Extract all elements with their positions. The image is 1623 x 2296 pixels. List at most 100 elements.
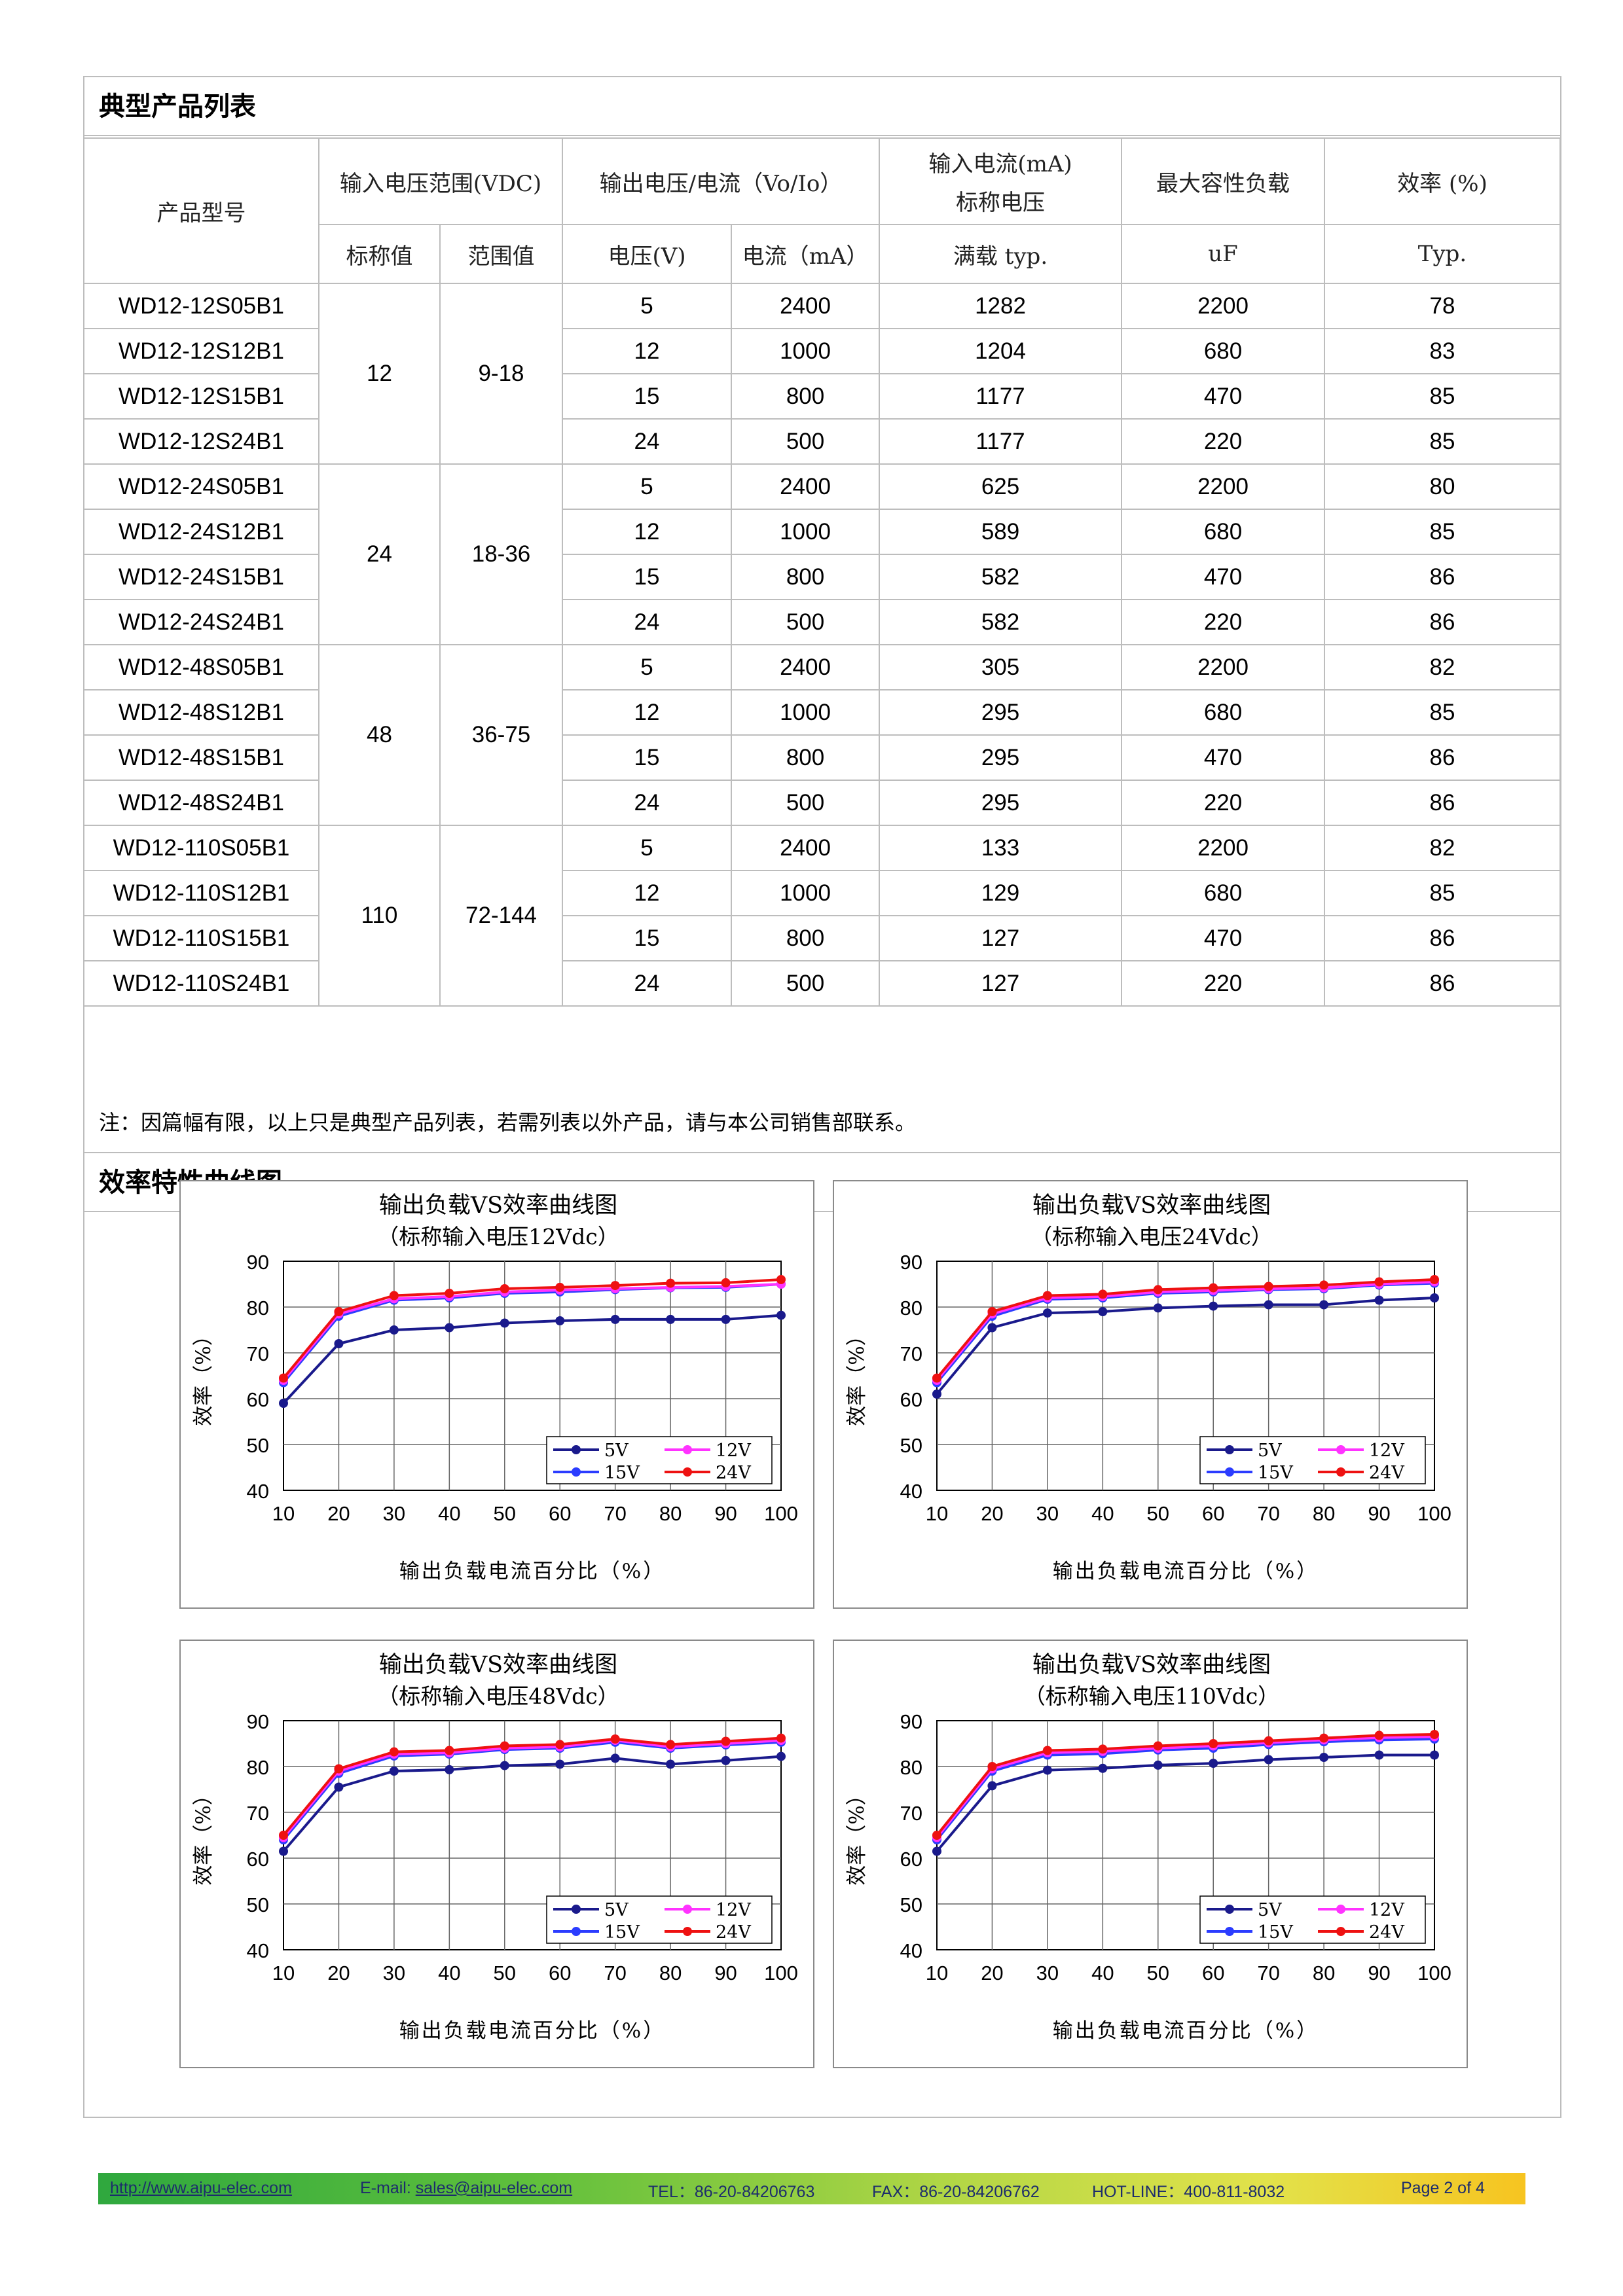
data-point-5V bbox=[500, 1318, 509, 1328]
header-max-cap: 最大容性负载 bbox=[1121, 137, 1326, 225]
data-point-5V bbox=[334, 1339, 344, 1348]
table-row: WD12-48S24B1 24 500 295 220 86 bbox=[84, 780, 1561, 826]
data-point-5V bbox=[610, 1753, 620, 1763]
header-voltage: 电压(V) bbox=[562, 224, 733, 284]
data-point-5V bbox=[1042, 1308, 1052, 1318]
data-point-5V bbox=[279, 1846, 288, 1856]
x-tick-label: 30 bbox=[1036, 1502, 1059, 1525]
y-tick-label: 50 bbox=[900, 1434, 922, 1457]
max-cap-cell: 470 bbox=[1121, 915, 1326, 961]
data-point-24V bbox=[610, 1734, 620, 1744]
y-axis-label: 效率（%） bbox=[845, 1325, 869, 1426]
footer-tel: TEL：86-20-84206763 bbox=[648, 2183, 815, 2201]
chart-title: 输出负载VS效率曲线图 bbox=[1032, 1193, 1271, 1219]
x-tick-label: 70 bbox=[604, 1962, 626, 1984]
data-point-24V bbox=[500, 1741, 509, 1751]
max-cap-cell: 220 bbox=[1121, 780, 1326, 826]
data-point-5V bbox=[500, 1761, 509, 1770]
data-point-5V bbox=[1209, 1759, 1218, 1768]
data-point-24V bbox=[776, 1733, 786, 1743]
table-row: WD12-110S12B1 12 1000 129 680 85 bbox=[84, 870, 1561, 916]
y-tick-label: 60 bbox=[900, 1848, 922, 1871]
model-cell: WD12-12S12B1 bbox=[84, 328, 319, 374]
output-voltage-cell: 5 bbox=[562, 463, 733, 510]
output-current-cell: 2400 bbox=[731, 825, 881, 871]
y-tick-label: 90 bbox=[247, 1251, 269, 1274]
x-tick-label: 20 bbox=[981, 1962, 1003, 1984]
chart-title: 输出负载VS效率曲线图 bbox=[379, 1193, 617, 1219]
x-tick-label: 40 bbox=[1091, 1502, 1114, 1525]
data-point-5V bbox=[1430, 1750, 1439, 1760]
data-point-5V bbox=[932, 1390, 941, 1399]
data-point-24V bbox=[666, 1740, 676, 1749]
x-tick-label: 60 bbox=[549, 1962, 571, 1984]
x-tick-label: 90 bbox=[714, 1502, 737, 1525]
footer-email-link[interactable]: sales@aipu-elec.com bbox=[415, 2179, 573, 2197]
data-point-5V bbox=[987, 1781, 997, 1791]
output-voltage-cell: 15 bbox=[562, 373, 733, 420]
x-tick-label: 100 bbox=[1417, 1962, 1451, 1984]
header-uf: uF bbox=[1121, 224, 1326, 284]
y-tick-label: 70 bbox=[900, 1802, 922, 1825]
table-row: WD12-48S12B1 12 1000 295 680 85 bbox=[84, 689, 1561, 736]
data-point-5V bbox=[1430, 1293, 1439, 1302]
chart-title: 输出负载VS效率曲线图 bbox=[1032, 1652, 1271, 1678]
model-cell: WD12-12S15B1 bbox=[84, 373, 319, 420]
max-cap-cell: 680 bbox=[1121, 328, 1326, 374]
data-point-24V bbox=[555, 1282, 565, 1292]
data-point-24V bbox=[1209, 1739, 1218, 1748]
legend-box bbox=[546, 1895, 773, 1944]
model-cell: WD12-12S24B1 bbox=[84, 418, 319, 465]
data-point-24V bbox=[666, 1278, 676, 1288]
model-cell: WD12-110S05B1 bbox=[84, 825, 319, 871]
output-current-cell: 800 bbox=[731, 373, 881, 420]
header-typ: Typ. bbox=[1324, 224, 1561, 284]
output-voltage-cell: 24 bbox=[562, 960, 733, 1007]
x-tick-label: 40 bbox=[438, 1962, 460, 1984]
table-row: WD12-48S15B1 15 800 295 470 86 bbox=[84, 734, 1561, 781]
table-row: WD12-24S12B1 12 1000 589 680 85 bbox=[84, 509, 1561, 555]
data-point-5V bbox=[776, 1310, 786, 1320]
data-point-24V bbox=[279, 1831, 288, 1840]
efficiency-cell: 85 bbox=[1324, 870, 1561, 916]
header-current: 电流（mA） bbox=[731, 224, 881, 284]
legend-label-12V: 12V bbox=[1369, 1441, 1404, 1461]
model-cell: WD12-24S15B1 bbox=[84, 554, 319, 600]
data-point-5V bbox=[334, 1782, 344, 1792]
model-cell: WD12-24S05B1 bbox=[84, 463, 319, 510]
footer-url-link[interactable]: http://www.aipu-elec.com bbox=[110, 2179, 292, 2197]
data-point-24V bbox=[932, 1373, 941, 1383]
chart-12v-svg: 输出负载VS效率曲线图 （标称输入电压12Vdc） 40 50 60 70 80 90 10 20… bbox=[192, 1193, 798, 1583]
efficiency-cell: 86 bbox=[1324, 960, 1561, 1007]
data-point-24V bbox=[445, 1289, 454, 1298]
legend-marker-12V bbox=[683, 1905, 692, 1914]
y-tick-label: 80 bbox=[247, 1756, 269, 1779]
voltage-range-cell: 36-75 bbox=[439, 644, 564, 826]
voltage-range-cell: 9-18 bbox=[439, 283, 564, 465]
efficiency-cell: 85 bbox=[1324, 509, 1561, 555]
series-line-24V bbox=[936, 1278, 1435, 1379]
data-point-24V bbox=[1264, 1282, 1273, 1291]
series-line-15V bbox=[936, 1738, 1435, 1841]
input-current-cell: 295 bbox=[879, 689, 1123, 736]
efficiency-cell: 86 bbox=[1324, 599, 1561, 645]
data-point-24V bbox=[334, 1764, 344, 1774]
data-point-24V bbox=[1042, 1746, 1052, 1755]
data-point-24V bbox=[389, 1291, 399, 1300]
legend-marker-12V bbox=[1336, 1905, 1345, 1914]
x-tick-label: 80 bbox=[1313, 1502, 1335, 1525]
efficiency-cell: 83 bbox=[1324, 328, 1561, 374]
efficiency-cell: 82 bbox=[1324, 825, 1561, 871]
table-row: WD12-12S15B1 15 800 1177 470 85 bbox=[84, 373, 1561, 420]
x-tick-label: 40 bbox=[1091, 1962, 1114, 1984]
table-row: WD12-24S15B1 15 800 582 470 86 bbox=[84, 554, 1561, 600]
data-point-24V bbox=[555, 1740, 565, 1749]
efficiency-cell: 86 bbox=[1324, 554, 1561, 600]
products-section-title: 典型产品列表 bbox=[84, 77, 1560, 136]
chart-110v: 输出负载VS效率曲线图 （标称输入电压110Vdc） 40 50 60 70 80 90 10 2… bbox=[833, 1640, 1468, 2068]
output-voltage-cell: 5 bbox=[562, 644, 733, 691]
legend-label-24V: 24V bbox=[1369, 1463, 1404, 1483]
legend-label-5V: 5V bbox=[1258, 1900, 1282, 1920]
x-tick-label: 60 bbox=[1202, 1502, 1224, 1525]
input-current-cell: 305 bbox=[879, 644, 1123, 691]
